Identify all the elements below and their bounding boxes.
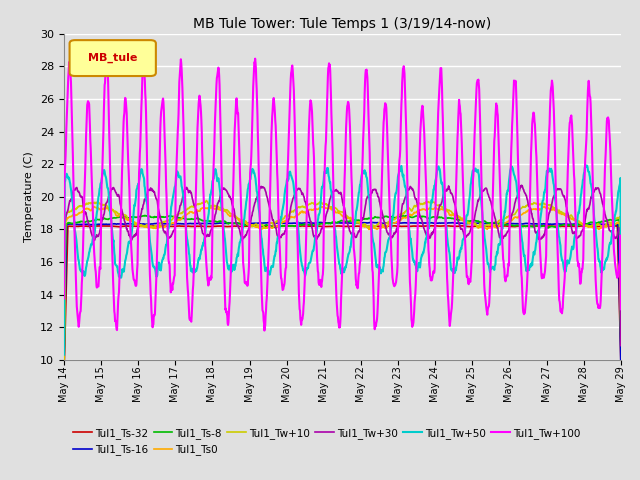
Legend: Tul1_Ts-32, Tul1_Ts-16, Tul1_Ts-8, Tul1_Ts0, Tul1_Tw+10, Tul1_Tw+30, Tul1_Tw+50,: Tul1_Ts-32, Tul1_Ts-16, Tul1_Ts-8, Tul1_…: [69, 424, 584, 459]
Y-axis label: Temperature (C): Temperature (C): [24, 151, 35, 242]
FancyBboxPatch shape: [70, 40, 156, 76]
Text: MB_tule: MB_tule: [88, 53, 137, 63]
Title: MB Tule Tower: Tule Temps 1 (3/19/14-now): MB Tule Tower: Tule Temps 1 (3/19/14-now…: [193, 17, 492, 31]
